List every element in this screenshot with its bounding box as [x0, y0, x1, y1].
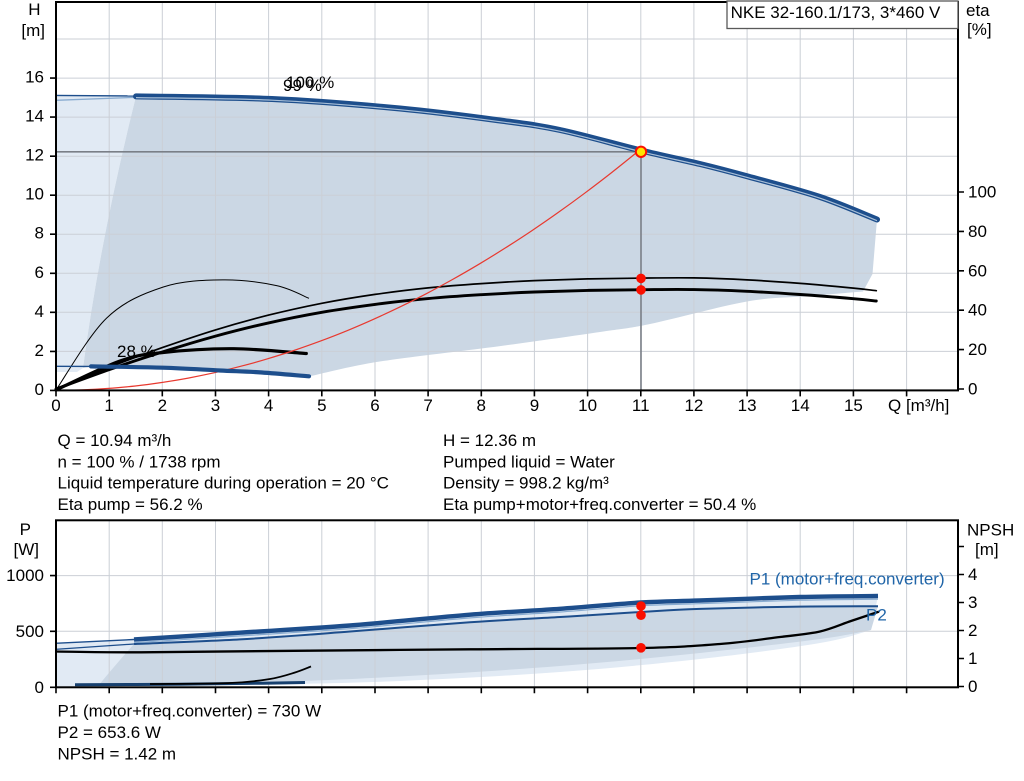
- svg-text:Liquid temperature during oper: Liquid temperature during operation = 20…: [58, 474, 389, 493]
- svg-text:2: 2: [158, 396, 167, 415]
- svg-text:60: 60: [968, 261, 987, 280]
- svg-text:NPSH: NPSH: [967, 521, 1014, 540]
- svg-text:500: 500: [16, 622, 44, 641]
- svg-text:P1 (motor+freq.converter): P1 (motor+freq.converter): [750, 570, 945, 589]
- svg-text:Eta pump+motor+freq.converter: Eta pump+motor+freq.converter = 50.4 %: [443, 495, 756, 514]
- svg-text:4: 4: [968, 565, 977, 584]
- svg-text:Eta pump = 56.2 %: Eta pump = 56.2 %: [58, 495, 203, 514]
- svg-text:2: 2: [35, 341, 44, 360]
- svg-text:[m]: [m]: [975, 540, 999, 559]
- svg-text:H: H: [28, 0, 40, 19]
- svg-text:14: 14: [25, 107, 44, 126]
- svg-text:12: 12: [25, 146, 44, 165]
- svg-text:4: 4: [264, 396, 273, 415]
- svg-text:99 %: 99 %: [283, 76, 322, 95]
- svg-text:1: 1: [104, 396, 113, 415]
- svg-text:Density = 998.2 kg/m³: Density = 998.2 kg/m³: [443, 474, 609, 493]
- svg-text:15: 15: [844, 396, 863, 415]
- svg-text:P2: P2: [866, 606, 887, 625]
- svg-text:11: 11: [632, 396, 650, 415]
- svg-text:P: P: [20, 520, 31, 539]
- svg-text:14: 14: [791, 396, 810, 415]
- svg-text:P1 (motor+freq.converter) = 73: P1 (motor+freq.converter) = 730 W: [58, 701, 322, 720]
- svg-text:10: 10: [25, 185, 44, 204]
- svg-text:eta: eta: [966, 1, 990, 20]
- svg-text:1000: 1000: [6, 566, 44, 585]
- svg-text:NKE 32-160.1/173, 3*460 V: NKE 32-160.1/173, 3*460 V: [731, 3, 941, 22]
- svg-text:Q [m³/h]: Q [m³/h]: [888, 396, 949, 415]
- svg-text:NPSH = 1.42 m: NPSH = 1.42 m: [58, 744, 177, 763]
- svg-text:28 %: 28 %: [117, 342, 156, 361]
- svg-text:Q = 10.94 m³/h: Q = 10.94 m³/h: [58, 431, 172, 450]
- svg-text:H = 12.36 m: H = 12.36 m: [443, 431, 536, 450]
- svg-text:0: 0: [35, 380, 44, 399]
- svg-text:n = 100 % / 1738 rpm: n = 100 % / 1738 rpm: [58, 452, 221, 471]
- svg-text:0: 0: [35, 678, 44, 697]
- svg-text:3: 3: [968, 593, 977, 612]
- svg-text:[%]: [%]: [967, 20, 992, 39]
- svg-text:80: 80: [968, 222, 987, 241]
- svg-text:[m]: [m]: [21, 21, 45, 40]
- svg-text:5: 5: [317, 396, 326, 415]
- svg-text:8: 8: [35, 224, 44, 243]
- svg-text:9: 9: [530, 396, 539, 415]
- svg-text:100: 100: [968, 183, 996, 202]
- svg-text:12: 12: [684, 396, 703, 415]
- svg-text:6: 6: [35, 263, 44, 282]
- svg-text:0: 0: [968, 677, 977, 696]
- svg-text:16: 16: [25, 68, 44, 87]
- svg-text:0: 0: [968, 380, 977, 399]
- svg-text:40: 40: [968, 301, 987, 320]
- svg-text:100 %: 100 %: [286, 73, 334, 92]
- svg-text:20: 20: [968, 340, 987, 359]
- svg-text:3: 3: [211, 396, 220, 415]
- svg-text:2: 2: [968, 621, 977, 640]
- svg-text:0: 0: [51, 396, 60, 415]
- svg-text:6: 6: [370, 396, 379, 415]
- svg-text:4: 4: [35, 302, 44, 321]
- svg-text:13: 13: [738, 396, 757, 415]
- svg-text:7: 7: [423, 396, 432, 415]
- svg-text:8: 8: [477, 396, 486, 415]
- svg-text:Pumped liquid = Water: Pumped liquid = Water: [443, 452, 615, 471]
- svg-text:[W]: [W]: [14, 540, 40, 559]
- svg-text:1: 1: [968, 649, 977, 668]
- svg-text:10: 10: [578, 396, 597, 415]
- svg-text:P2 = 653.6 W: P2 = 653.6 W: [58, 723, 161, 742]
